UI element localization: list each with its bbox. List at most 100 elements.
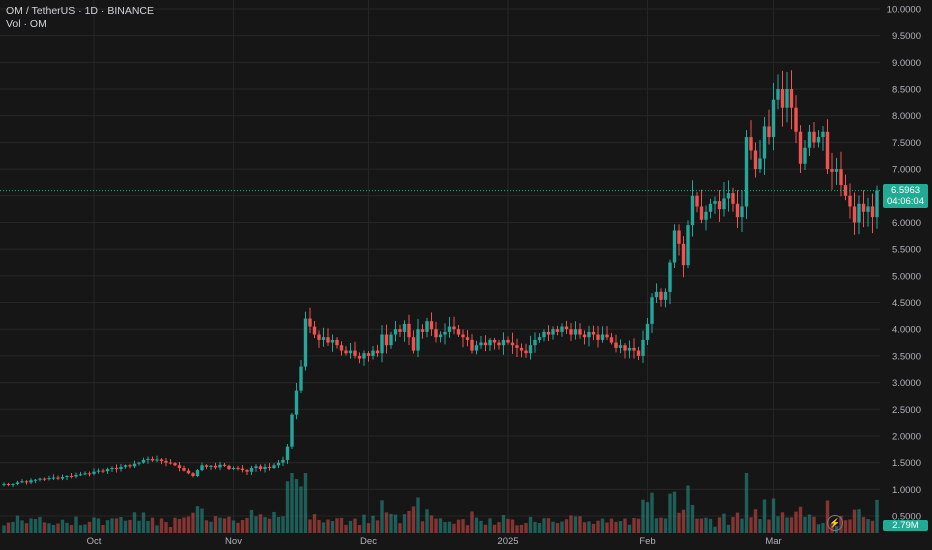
candle-body [641,339,645,356]
candle-body [258,466,263,470]
candle-body [672,230,677,263]
volume-bar [218,517,222,533]
volume-bar [249,509,254,533]
volume-bar [101,524,105,533]
candle-body [317,334,321,340]
candle-body [299,366,303,391]
candle-body [56,477,60,479]
candle-body [128,465,132,467]
candle-body [470,339,474,351]
time-tick-label: Mar [765,536,781,547]
candle-body [438,334,443,338]
volume-bar [344,524,348,533]
candle-body [852,206,857,223]
volume-bar [785,517,789,533]
candle-body [762,126,767,159]
volume-bar [731,517,735,533]
candle-body [492,339,497,343]
volume-bar [6,522,11,533]
volume-bar [299,486,303,533]
candle-body [654,291,659,298]
volume-bar [474,517,479,533]
time-axis[interactable]: Oct Nov Dec 2025 Feb Mar [87,536,782,547]
volume-bar [627,524,632,533]
candle-body [150,458,155,461]
candle-body [78,474,83,476]
candle-body [123,465,128,467]
volume-bar [857,509,861,533]
candle-body [528,345,533,354]
candle-body [236,467,240,469]
candle-body [636,350,641,356]
volume-bar [33,519,38,533]
volume-bar [312,514,317,533]
volume-bar [708,518,713,533]
volume-title[interactable]: Vol · OM [6,18,47,30]
volume-bar [114,518,119,533]
candle-body [632,347,636,351]
volume-bar [267,518,272,533]
volume-bar [168,526,173,533]
volume-bar [537,522,542,533]
volume-bar [51,524,56,533]
volume-bar [78,525,83,533]
volume-bar [240,520,245,533]
volume-bar [749,517,753,533]
candle-body [249,467,254,472]
volume-bar [564,519,569,533]
candle-body [353,350,357,356]
volume-bar [402,514,407,533]
volume-bar [866,519,870,533]
candle-body [816,137,821,143]
volume-bar [672,491,677,533]
volume-bar [56,523,60,533]
price-tick-label: 3.0000 [892,378,921,389]
candle-body [699,206,704,220]
volume-bar [456,519,461,533]
candle-body [483,342,488,346]
volume-bar [812,516,816,533]
time-tick-label: Dec [360,536,377,547]
volume-bar [420,521,425,533]
volume-bar [29,518,33,533]
candle-body [461,334,465,338]
candle-body [596,334,600,340]
candle-body [434,329,438,338]
volume-bar [825,500,830,533]
candle-body [209,465,213,467]
price-tick-label: 1.5000 [892,458,921,469]
volume-bar [87,521,92,533]
volume-bar [276,516,281,533]
volume-bar [735,512,740,533]
price-axis[interactable]: 10.0000 9.5000 9.0000 8.5000 8.0000 7.5000 7.0… [887,5,921,523]
time-tick-label: Nov [225,536,242,547]
legend: OM / TetherUS · 1D · BINANCE Vol · OM [6,5,154,31]
volume-bar [578,516,582,533]
time-tick-label: Feb [639,536,655,547]
candle-body [168,462,173,464]
candle-body [173,463,177,466]
candle-body [740,206,744,218]
candle-body [825,131,830,170]
volume-bar [150,517,155,533]
symbol-title[interactable]: OM / TetherUS · 1D · BINANCE [6,5,155,17]
volume-bar [191,512,195,533]
candle-body [402,323,407,332]
candle-body [609,337,614,343]
volume-bar [132,512,137,533]
candle-body [60,477,65,479]
candle-body [704,211,708,220]
volume-bar [506,518,510,533]
volume-bar [555,523,560,533]
time-tick-label: Oct [87,536,102,547]
volume-bar [510,519,515,533]
volume-bar [96,518,101,533]
volume-bar [321,522,326,533]
time-tick-label: 2025 [497,536,518,547]
price-tick-label: 6.0000 [892,218,921,229]
volume-bar [83,524,87,533]
lightning-icon[interactable]: ⚡ [827,515,843,531]
volume-bar [443,522,447,533]
